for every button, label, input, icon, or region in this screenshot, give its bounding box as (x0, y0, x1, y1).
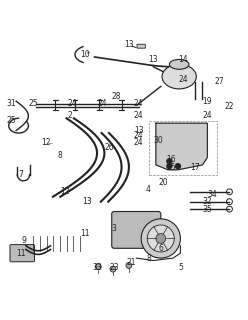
FancyBboxPatch shape (10, 244, 34, 262)
Circle shape (126, 262, 132, 268)
Text: 23: 23 (109, 263, 119, 272)
Text: 24: 24 (134, 99, 144, 108)
Text: 14: 14 (178, 55, 188, 64)
Text: 8: 8 (146, 253, 151, 263)
Text: 13: 13 (149, 55, 158, 64)
Text: 13: 13 (82, 197, 92, 206)
Circle shape (141, 219, 180, 258)
Text: 9: 9 (21, 236, 26, 245)
Text: 32: 32 (203, 197, 212, 206)
Text: 12: 12 (61, 188, 70, 196)
Text: 35: 35 (203, 204, 212, 213)
Text: 33: 33 (92, 263, 102, 272)
Text: 26: 26 (104, 143, 114, 152)
Text: 24: 24 (134, 111, 144, 120)
Text: 24: 24 (203, 111, 212, 120)
Text: 27: 27 (215, 77, 224, 86)
Text: 24: 24 (134, 138, 144, 147)
Circle shape (176, 164, 180, 169)
Text: 24: 24 (178, 75, 188, 84)
Text: 16: 16 (166, 156, 175, 164)
Text: 30: 30 (154, 136, 163, 145)
Text: 34: 34 (207, 190, 217, 199)
Text: 6: 6 (158, 244, 163, 253)
Text: 17: 17 (190, 163, 200, 172)
Text: 28: 28 (112, 92, 121, 101)
Text: 4: 4 (146, 185, 151, 194)
Text: 25: 25 (6, 116, 16, 125)
Text: 7: 7 (19, 170, 24, 179)
Circle shape (147, 225, 174, 252)
Text: 24: 24 (68, 99, 77, 108)
Text: 24: 24 (134, 131, 144, 140)
Text: 5: 5 (178, 263, 183, 272)
Circle shape (156, 234, 166, 244)
Text: 13: 13 (124, 40, 134, 49)
Text: 8: 8 (58, 151, 62, 160)
FancyBboxPatch shape (112, 212, 161, 248)
Polygon shape (156, 123, 207, 170)
Ellipse shape (169, 60, 189, 69)
Text: 21: 21 (127, 259, 136, 268)
Text: 25: 25 (29, 99, 38, 108)
Text: 11: 11 (16, 249, 26, 258)
Text: 24: 24 (97, 99, 107, 108)
Text: 13: 13 (134, 126, 144, 135)
Text: 3: 3 (112, 224, 117, 233)
Text: 19: 19 (203, 97, 212, 106)
Text: 15: 15 (166, 163, 175, 172)
Text: 31: 31 (6, 99, 16, 108)
Ellipse shape (162, 64, 196, 89)
Text: 2: 2 (68, 111, 72, 120)
Circle shape (167, 159, 172, 164)
Text: 12: 12 (41, 138, 50, 147)
FancyBboxPatch shape (137, 44, 145, 48)
Circle shape (167, 164, 172, 169)
Text: 22: 22 (225, 101, 234, 110)
Circle shape (95, 264, 101, 270)
Text: 10: 10 (80, 50, 90, 59)
Circle shape (110, 266, 116, 272)
Text: 20: 20 (158, 178, 168, 187)
Text: 11: 11 (80, 229, 90, 238)
